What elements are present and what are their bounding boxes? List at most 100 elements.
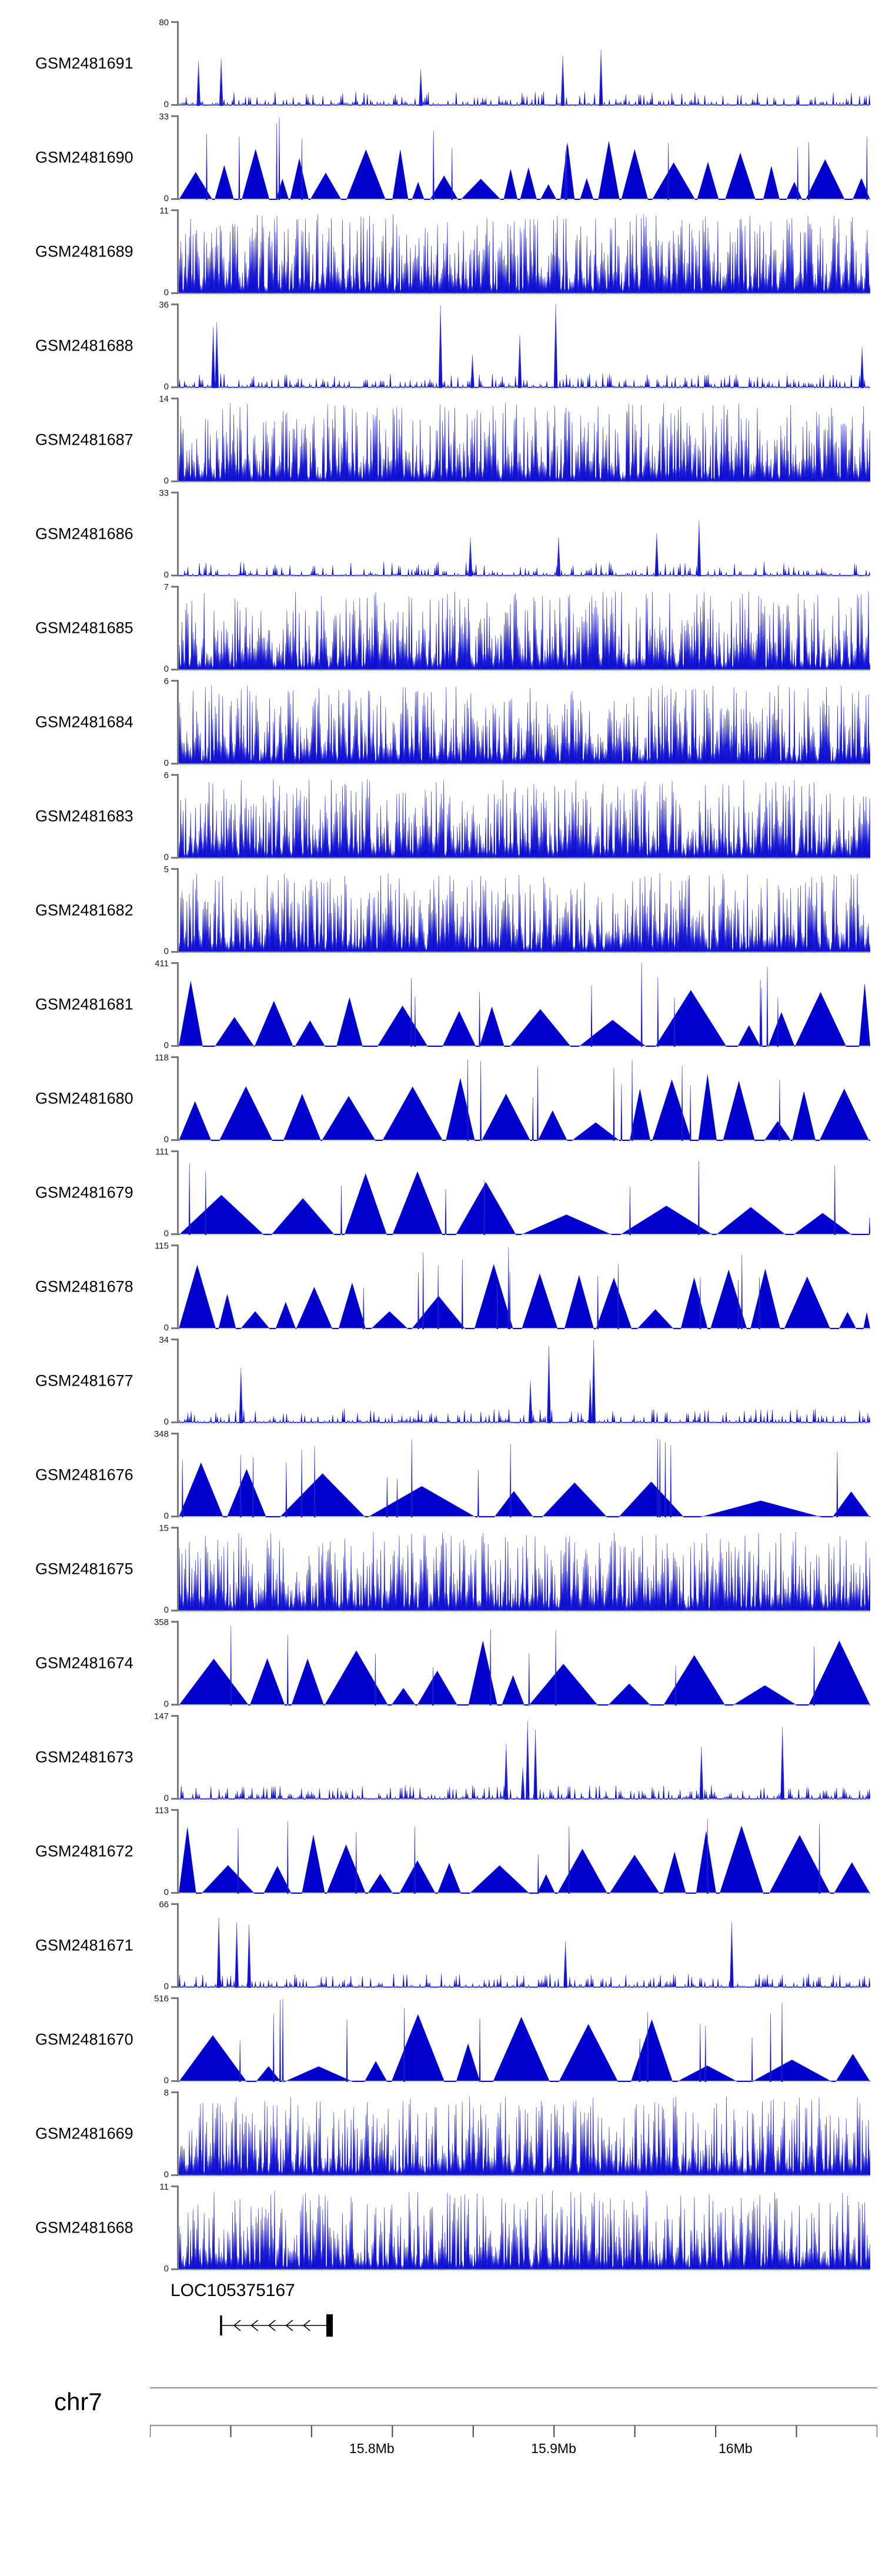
coverage-plot[interactable] (179, 115, 870, 200)
y-axis-min-value: 0 (163, 1417, 169, 1427)
axis-tick-label: 15.8Mb (349, 2441, 395, 2456)
y-axis-max-value: 348 (153, 1429, 169, 1439)
coverage-plot[interactable] (179, 398, 870, 482)
y-axis-min-value: 0 (163, 382, 169, 392)
coverage-plot[interactable] (179, 2185, 870, 2270)
chromosome-axis[interactable]: 15.8Mb 15.9Mb 16Mb (150, 2375, 877, 2463)
track-y-axis: 33 0 (159, 112, 179, 203)
track-y-axis: 411 0 (155, 959, 179, 1050)
coverage-plot[interactable] (179, 1339, 870, 1423)
y-axis-tick-min (171, 198, 179, 200)
track-y-axis: 118 0 (155, 1053, 179, 1144)
coverage-plot[interactable] (179, 1150, 870, 1235)
y-axis-tick-max (171, 680, 179, 682)
track-sample-label: GSM2481675 (35, 1560, 133, 1578)
coverage-track-row: GSM2481674 358 0 (0, 1616, 882, 1710)
track-sample-label: GSM2481670 (35, 2030, 133, 2048)
y-axis-tick-max (171, 1715, 179, 1717)
track-sample-label: GSM2481681 (35, 995, 133, 1013)
coverage-track-row: GSM2481671 66 0 (0, 1898, 882, 1993)
y-axis-tick-max (171, 962, 179, 964)
y-axis-line (177, 303, 179, 388)
y-axis-min-value: 0 (163, 946, 169, 956)
y-axis-tick-min (171, 1986, 179, 1988)
y-axis-min-value: 0 (163, 193, 169, 203)
coverage-plot[interactable] (179, 303, 870, 388)
y-axis-max-value: 5 (163, 865, 169, 875)
coverage-plot[interactable] (179, 492, 870, 576)
y-axis-line (177, 1997, 179, 2082)
coverage-plot[interactable] (179, 1809, 870, 1894)
coverage-track-row: GSM2481681 411 0 (0, 957, 882, 1052)
y-axis-max-value: 8 (163, 2088, 169, 2098)
y-axis-tick-max (171, 21, 179, 23)
track-sample-label: GSM2481683 (35, 807, 133, 825)
coverage-plot[interactable] (179, 2091, 870, 2176)
track-y-axis: 11 0 (159, 2182, 179, 2274)
coverage-plot[interactable] (179, 1433, 870, 1517)
y-axis-line (177, 1339, 179, 1423)
coverage-plot[interactable] (179, 21, 870, 106)
y-axis-max-value: 6 (163, 770, 169, 780)
coverage-plot[interactable] (179, 1903, 870, 1988)
y-axis-tick-min (171, 1516, 179, 1517)
coverage-plot[interactable] (179, 1997, 870, 2082)
track-sample-label: GSM2481678 (35, 1277, 133, 1296)
y-axis-tick-max (171, 1809, 179, 1811)
y-axis-line (177, 209, 179, 294)
gene-annotation-track: LOC105375167 (0, 2275, 882, 2357)
track-sample-label: GSM2481680 (35, 1089, 133, 1107)
y-axis-max-value: 11 (159, 2182, 169, 2192)
coverage-plot[interactable] (179, 962, 870, 1047)
y-axis-min-value: 0 (163, 2264, 169, 2274)
axis-tick-label: 15.9Mb (531, 2441, 576, 2456)
track-sample-label: GSM2481689 (35, 242, 133, 261)
coverage-track-row: GSM2481690 33 0 (0, 111, 882, 205)
track-y-axis: 348 0 (154, 1430, 179, 1520)
y-axis-max-value: 111 (155, 1147, 169, 1157)
y-axis-line (177, 2185, 179, 2270)
track-sample-label: GSM2481668 (35, 2218, 133, 2237)
coverage-track-row: GSM2481689 11 0 (0, 205, 882, 299)
coverage-plot[interactable] (179, 209, 870, 294)
coverage-track-row: GSM2481668 11 0 (0, 2181, 882, 2275)
y-axis-max-value: 6 (163, 676, 169, 686)
coverage-plot[interactable] (179, 586, 870, 670)
track-sample-label: GSM2481690 (35, 148, 133, 166)
y-axis-tick-max (171, 1433, 179, 1434)
coverage-plot[interactable] (179, 868, 870, 953)
coverage-plot[interactable] (179, 1621, 870, 1706)
coverage-plot[interactable] (179, 1527, 870, 1611)
y-axis-max-value: 33 (159, 112, 169, 122)
y-axis-tick-max (171, 2091, 179, 2093)
y-axis-max-value: 7 (163, 582, 169, 592)
y-axis-tick-max (171, 2185, 179, 2187)
track-sample-label: GSM2481679 (35, 1183, 133, 1202)
gene-model-glyph[interactable] (179, 2309, 870, 2342)
y-axis-max-value: 411 (155, 959, 169, 969)
y-axis-line (177, 1621, 179, 1706)
y-axis-tick-min (171, 1892, 179, 1894)
y-axis-line (177, 1433, 179, 1517)
coverage-track-row: GSM2481683 6 0 (0, 769, 882, 863)
coverage-track-row: GSM2481686 33 0 (0, 487, 882, 581)
y-axis-line (177, 492, 179, 576)
y-axis-max-value: 115 (155, 1241, 169, 1251)
track-y-axis: 11 0 (159, 206, 179, 297)
coverage-plot[interactable] (179, 774, 870, 859)
coverage-plot[interactable] (179, 1056, 870, 1141)
coverage-plot[interactable] (179, 1715, 870, 1800)
y-axis-tick-max (171, 115, 179, 117)
y-axis-min-value: 0 (163, 476, 169, 486)
y-axis-tick-min (171, 1798, 179, 1800)
coverage-plot[interactable] (179, 680, 870, 765)
track-sample-label: GSM2481669 (35, 2124, 133, 2143)
y-axis-tick-min (171, 1139, 179, 1141)
y-axis-tick-min (171, 1233, 179, 1235)
coverage-plot[interactable] (179, 1244, 870, 1329)
chromosome-label: chr7 (54, 2388, 102, 2415)
y-axis-min-value: 0 (163, 1981, 169, 1991)
